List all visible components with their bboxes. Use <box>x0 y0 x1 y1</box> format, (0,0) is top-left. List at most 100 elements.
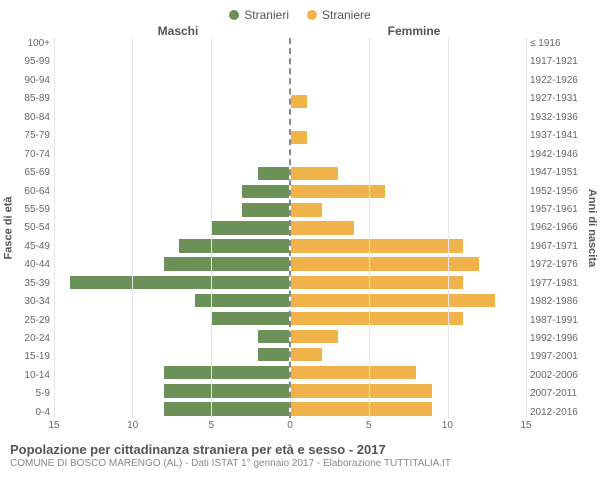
birthyear-label: 1977-1981 <box>530 278 584 289</box>
chart-footer: Popolazione per cittadinanza straniera p… <box>0 434 600 469</box>
bar-row <box>54 110 289 128</box>
age-label: 0-4 <box>16 407 50 418</box>
bar-row <box>54 400 289 418</box>
age-label: 100+ <box>16 38 50 49</box>
plot <box>54 38 526 418</box>
age-label: 50-54 <box>16 222 50 233</box>
bar-row <box>54 165 289 183</box>
birthyear-label: 1982-1986 <box>530 296 584 307</box>
female-bar <box>291 384 432 397</box>
bar-row <box>291 291 526 309</box>
male-bar <box>195 294 289 307</box>
plot-area: Fasce di età 100+95-9990-9485-8980-8475-… <box>0 38 600 418</box>
bar-row <box>54 183 289 201</box>
age-label: 75-79 <box>16 130 50 141</box>
female-bar <box>291 330 338 343</box>
col-header-right: Femmine <box>296 24 532 38</box>
female-bar <box>291 348 322 361</box>
birthyear-label: 1967-1971 <box>530 241 584 252</box>
birthyear-label: 2012-2016 <box>530 407 584 418</box>
bar-row <box>54 219 289 237</box>
bar-row <box>291 165 526 183</box>
male-bar <box>258 348 289 361</box>
bar-row <box>54 291 289 309</box>
male-bar <box>258 330 289 343</box>
birthyear-label: 1962-1966 <box>530 222 584 233</box>
y-axis-right: ≤ 19161917-19211922-19261927-19311932-19… <box>526 38 584 418</box>
birthyear-label: 1942-1946 <box>530 149 584 160</box>
bar-row <box>291 255 526 273</box>
x-tick: 5 <box>366 420 372 431</box>
x-tick: 10 <box>127 420 138 431</box>
age-label: 40-44 <box>16 259 50 270</box>
bar-row <box>54 328 289 346</box>
bar-row <box>54 38 289 56</box>
birthyear-label: 1987-1991 <box>530 315 584 326</box>
bar-row <box>291 346 526 364</box>
bar-row <box>291 382 526 400</box>
birthyear-label: 2007-2011 <box>530 388 584 399</box>
bar-row <box>54 309 289 327</box>
legend-label-male: Stranieri <box>244 8 289 22</box>
age-label: 20-24 <box>16 333 50 344</box>
legend-label-female: Straniere <box>322 8 371 22</box>
age-label: 80-84 <box>16 112 50 123</box>
x-tick: 15 <box>48 420 59 431</box>
birthyear-label: 1932-1936 <box>530 112 584 123</box>
bar-row <box>291 110 526 128</box>
bar-row <box>54 346 289 364</box>
bar-row <box>291 147 526 165</box>
x-tick: 10 <box>442 420 453 431</box>
bar-row <box>291 201 526 219</box>
birthyear-label: ≤ 1916 <box>530 38 584 49</box>
female-bar <box>291 276 463 289</box>
x-axis: 151050 51015 <box>0 420 600 434</box>
column-headers: Maschi Femmine <box>0 24 600 38</box>
y-axis-title-right: Anni di nascita <box>584 38 600 418</box>
female-bar <box>291 294 495 307</box>
y-axis-title-left: Fasce di età <box>0 38 16 418</box>
age-label: 45-49 <box>16 241 50 252</box>
bar-row <box>291 183 526 201</box>
male-bar <box>211 221 289 234</box>
bar-row <box>291 237 526 255</box>
bar-row <box>54 237 289 255</box>
bar-row <box>291 92 526 110</box>
bar-row <box>291 273 526 291</box>
male-bar <box>70 276 289 289</box>
bar-row <box>291 128 526 146</box>
age-label: 65-69 <box>16 167 50 178</box>
male-bar <box>179 239 289 252</box>
male-bar <box>242 203 289 216</box>
bar-row <box>54 147 289 165</box>
birthyear-label: 2002-2006 <box>530 370 584 381</box>
birthyear-label: 1972-1976 <box>530 259 584 270</box>
male-bar <box>164 366 289 379</box>
age-label: 90-94 <box>16 75 50 86</box>
chart-subtitle: COMUNE DI BOSCO MARENGO (AL) - Dati ISTA… <box>10 458 590 469</box>
birthyear-label: 1922-1926 <box>530 75 584 86</box>
male-bar <box>211 312 289 325</box>
bar-row <box>291 74 526 92</box>
bar-row <box>54 364 289 382</box>
male-swatch <box>229 10 239 20</box>
male-bar <box>258 167 289 180</box>
female-bar <box>291 366 416 379</box>
birthyear-label: 1927-1931 <box>530 93 584 104</box>
age-label: 30-34 <box>16 296 50 307</box>
bar-row <box>291 309 526 327</box>
female-bar <box>291 167 338 180</box>
bar-row <box>54 92 289 110</box>
bar-row <box>291 56 526 74</box>
age-label: 10-14 <box>16 370 50 381</box>
age-label: 70-74 <box>16 149 50 160</box>
population-pyramid-chart: Stranieri Straniere Maschi Femmine Fasce… <box>0 0 600 500</box>
age-label: 35-39 <box>16 278 50 289</box>
male-bar <box>242 185 289 198</box>
male-bar <box>164 257 289 270</box>
bar-row <box>54 56 289 74</box>
legend-item-male: Stranieri <box>229 8 289 22</box>
bar-row <box>54 382 289 400</box>
male-bar <box>164 384 289 397</box>
birthyear-label: 1947-1951 <box>530 167 584 178</box>
